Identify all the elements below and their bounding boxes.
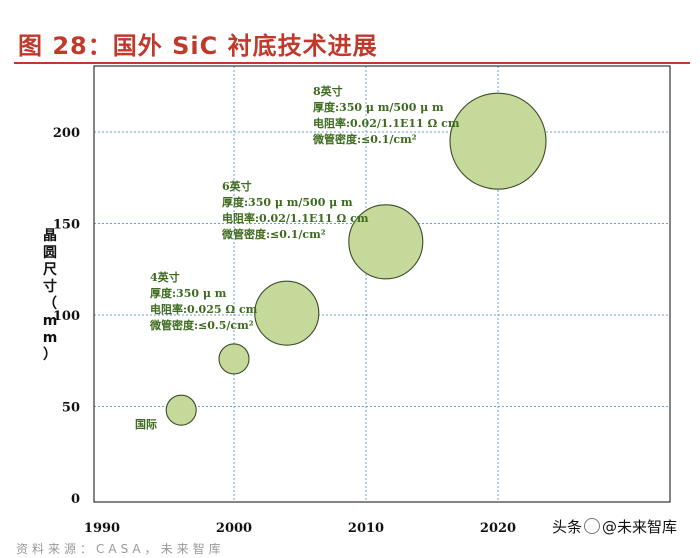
y-tick-label: 100 [53, 309, 80, 324]
title-rule [14, 62, 690, 64]
bubble [165, 394, 197, 426]
annotation-line: 4英寸 [150, 270, 180, 284]
bubble [254, 280, 320, 346]
annotation-line: 微管密度:≤0.1/cm² [312, 132, 417, 146]
annotation-line: 电阻率:0.02/1.1E11 Ω cm [313, 116, 460, 130]
watermark-handle: @未来智库 [602, 518, 678, 536]
watermark: 头条 @未来智库 [552, 516, 677, 537]
annotation-line: 电阻率:0.025 Ω cm [150, 302, 258, 316]
annotation-line: 国际 [135, 417, 157, 431]
annotation-line: 6英寸 [222, 179, 252, 193]
y-label-char: 寸 [43, 278, 57, 295]
y-label-char: 晶 [43, 228, 57, 244]
y-label-char: ） [43, 347, 57, 363]
bubbles [165, 92, 547, 426]
x-tick-label: 2010 [348, 521, 384, 536]
y-label-char: 尺 [43, 262, 57, 278]
y-label-char: （ [43, 296, 57, 312]
footer-source: 资料来源：CASA，未来智库 [16, 542, 225, 556]
y-label-char: m [43, 330, 58, 346]
y-axis-ticks: 0 50 100 150 200 [53, 126, 80, 507]
annotation-line: 8英寸 [313, 84, 343, 98]
y-tick-label: 0 [71, 492, 80, 507]
bubble [449, 92, 547, 190]
y-tick-label: 150 [53, 218, 80, 233]
annotation-line: 微管密度:≤0.5/cm² [149, 318, 254, 332]
watermark-prefix: 头条 [552, 518, 583, 536]
annotation-line: 微管密度:≤0.1/cm² [221, 227, 326, 241]
grid-lines [94, 66, 670, 502]
y-tick-label: 200 [53, 126, 80, 141]
x-tick-label: 2000 [216, 521, 252, 536]
y-tick-label: 50 [62, 401, 80, 416]
figure-title: 图 28：国外 SiC 衬底技术进展 [18, 32, 378, 60]
x-tick-label: 1990 [84, 521, 120, 536]
annotation-line: 厚度:350 μ m [150, 286, 227, 300]
plot-frame [93, 65, 671, 503]
x-axis-ticks: 1990 2000 2010 2020 [84, 521, 516, 536]
bubble [218, 343, 250, 375]
watermark-icon [584, 518, 601, 534]
x-tick-label: 2020 [480, 521, 516, 536]
annotation-line: 厚度:350 μ m/500 μ m [313, 100, 444, 114]
annotation-line: 厚度:350 μ m/500 μ m [222, 195, 353, 209]
bubble [348, 204, 424, 280]
annotation-line: 电阻率:0.02/1.1E11 Ω cm [222, 211, 369, 225]
y-label-char: m [43, 313, 58, 329]
y-label-char: 圆 [43, 245, 57, 261]
